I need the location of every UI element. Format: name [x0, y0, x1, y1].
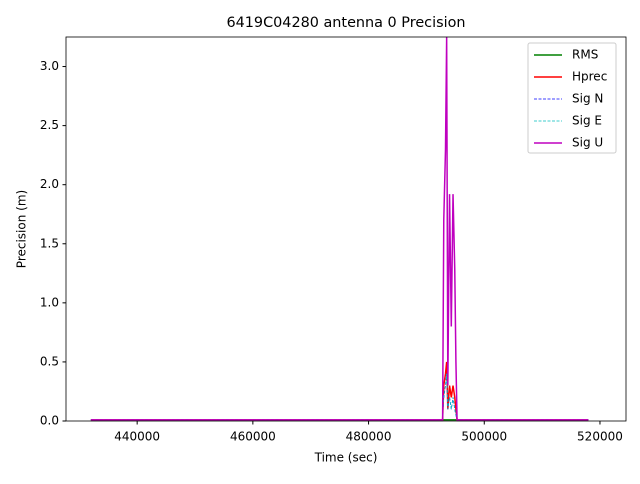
x-axis-label: Time (sec): [314, 451, 378, 465]
x-tick-label: 440000: [114, 430, 160, 444]
legend-label: Sig E: [572, 114, 602, 128]
y-tick-label: 0.5: [40, 354, 59, 368]
x-tick-label: 480000: [346, 430, 392, 444]
y-tick-label: 2.0: [40, 177, 59, 191]
y-tick-label: 1.0: [40, 295, 59, 309]
x-tick-label: 520000: [577, 430, 623, 444]
x-tick-label: 500000: [461, 430, 507, 444]
legend-label: Sig N: [572, 92, 603, 106]
series-line: [90, 36, 589, 421]
legend-box: [527, 42, 617, 154]
y-tick-label: 2.5: [40, 118, 59, 132]
legend-label: Sig U: [572, 136, 603, 150]
y-tick-label: 1.5: [40, 236, 59, 250]
x-tick-label: 460000: [230, 430, 276, 444]
y-tick-label: 0.0: [40, 414, 59, 428]
chart-title: 6419C04280 antenna 0 Precision: [226, 15, 465, 31]
legend-label: Hprec: [572, 70, 607, 84]
y-tick-label: 3.0: [40, 59, 59, 73]
legend-label: RMS: [572, 48, 598, 62]
y-axis-label: Precision (m): [15, 190, 29, 268]
plot-frame: [65, 36, 627, 422]
